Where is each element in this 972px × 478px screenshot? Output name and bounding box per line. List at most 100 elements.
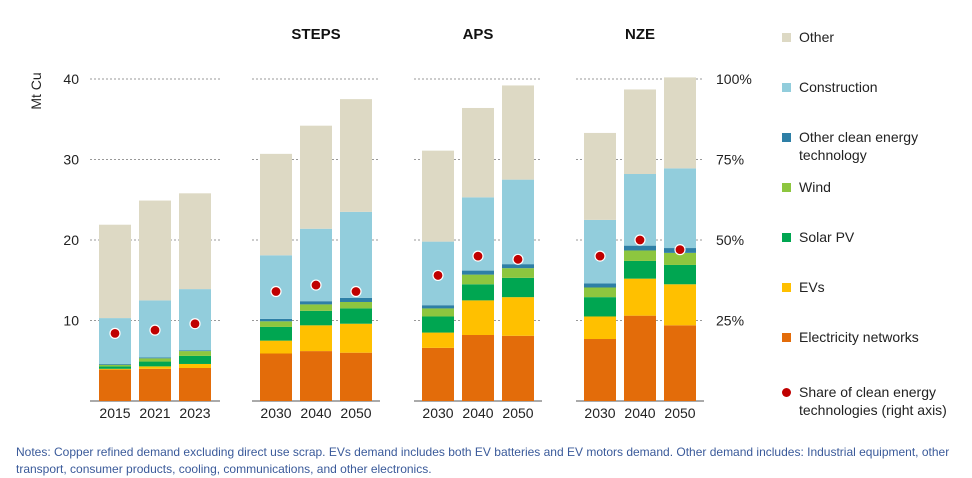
- x-tick-label: 2040: [462, 405, 493, 421]
- bar-segment: [462, 107, 494, 198]
- bar-segment: [584, 283, 616, 288]
- bar-segment: [462, 300, 494, 335]
- bar-segment: [664, 325, 696, 401]
- y-tick-label: 40: [63, 71, 79, 87]
- bar-segment: [260, 153, 292, 256]
- bar-segment: [584, 132, 616, 220]
- share-marker: [109, 327, 121, 339]
- bar-segment: [179, 367, 211, 401]
- bar-segment: [139, 358, 171, 362]
- share-marker: [512, 253, 524, 265]
- bar-segment: [422, 332, 454, 348]
- share-marker: [149, 324, 161, 336]
- scenario-label: STEPS: [291, 26, 340, 43]
- bar-segment: [99, 364, 131, 367]
- share-marker: [472, 250, 484, 262]
- legend-label: Construction: [799, 79, 878, 95]
- legend-swatch: [782, 233, 791, 242]
- legend-swatch: [782, 333, 791, 342]
- bar-segment: [584, 297, 616, 317]
- bar-segment: [502, 264, 534, 269]
- x-tick-label: 2021: [139, 405, 170, 421]
- bar-segment: [584, 339, 616, 401]
- bar-segment: [502, 277, 534, 298]
- bar-segment: [502, 179, 534, 265]
- legend-swatch: [782, 283, 791, 292]
- bar-segment: [99, 366, 131, 369]
- bar-segment: [584, 287, 616, 298]
- legend-item: Other: [782, 28, 834, 46]
- bar-segment: [340, 301, 372, 309]
- bar-segment: [624, 278, 656, 316]
- bar-segment: [99, 318, 131, 364]
- legend-swatch: [782, 183, 791, 192]
- bar-segment: [624, 315, 656, 401]
- legend-label: EVs: [799, 279, 825, 295]
- legend-item: Other clean energy technology: [782, 128, 969, 164]
- bar-segment: [260, 318, 292, 322]
- bar-segment: [422, 308, 454, 317]
- scenario-label: APS: [463, 26, 494, 43]
- bar-segment: [179, 193, 211, 290]
- y2-tick-label: 100%: [716, 71, 752, 87]
- bar-segment: [340, 352, 372, 401]
- legend-label: Share of clean energy technologies (righ…: [799, 384, 947, 418]
- bar-segment: [664, 252, 696, 265]
- bar-segment: [139, 200, 171, 301]
- y-tick-label: 20: [63, 232, 79, 248]
- x-tick-label: 2030: [260, 405, 291, 421]
- x-tick-label: 2050: [502, 405, 533, 421]
- legend-label: Solar PV: [799, 229, 855, 245]
- legend-swatch: [782, 133, 791, 142]
- bar-segment: [300, 125, 332, 229]
- bar-segment: [664, 77, 696, 169]
- bar-segment: [664, 264, 696, 285]
- y-tick-label: 10: [63, 313, 79, 329]
- legend-item: Wind: [782, 178, 831, 196]
- share-marker: [350, 285, 362, 298]
- bar-segment: [502, 335, 534, 401]
- bar-segment: [139, 368, 171, 401]
- bar-segment: [99, 368, 131, 370]
- bar-segment: [422, 316, 454, 333]
- share-marker: [189, 318, 201, 330]
- bar-segment: [99, 224, 131, 319]
- bar-segment: [422, 150, 454, 242]
- legend-item: Share of clean energy technologies (righ…: [782, 383, 972, 419]
- bar-segment: [340, 297, 372, 302]
- y2-tick-label: 25%: [716, 313, 744, 329]
- x-tick-label: 2023: [179, 405, 210, 421]
- legend-item: Construction: [782, 78, 878, 96]
- bar-segment: [340, 323, 372, 353]
- bar-segment: [340, 308, 372, 324]
- bar-segment: [260, 321, 292, 327]
- legend-swatch: [782, 83, 791, 92]
- bar-segment: [462, 270, 494, 275]
- bar-segment: [300, 301, 332, 305]
- share-marker: [310, 279, 322, 291]
- bar-segment: [340, 99, 372, 212]
- bar-segment: [179, 350, 211, 352]
- bar-segment: [139, 366, 171, 369]
- x-tick-label: 2040: [300, 405, 331, 421]
- legend-marker: [782, 388, 791, 397]
- share-marker: [270, 285, 282, 298]
- bar-segment: [179, 351, 211, 356]
- bar-segment: [664, 168, 696, 249]
- x-tick-label: 2030: [422, 405, 453, 421]
- legend-label: Electricity networks: [799, 329, 919, 345]
- bar-segment: [584, 316, 616, 340]
- bar-segment: [179, 363, 211, 368]
- scenario-label: NZE: [625, 26, 655, 43]
- legend-label: Other clean energy technology: [799, 129, 919, 163]
- bar-segment: [300, 310, 332, 326]
- share-marker: [432, 269, 444, 282]
- bar-segment: [300, 325, 332, 352]
- bar-segment: [340, 211, 372, 298]
- bar-segment: [139, 361, 171, 367]
- bar-segment: [422, 305, 454, 309]
- bar-segment: [462, 334, 494, 401]
- legend-label: Other: [799, 29, 835, 45]
- bar-segment: [462, 274, 494, 285]
